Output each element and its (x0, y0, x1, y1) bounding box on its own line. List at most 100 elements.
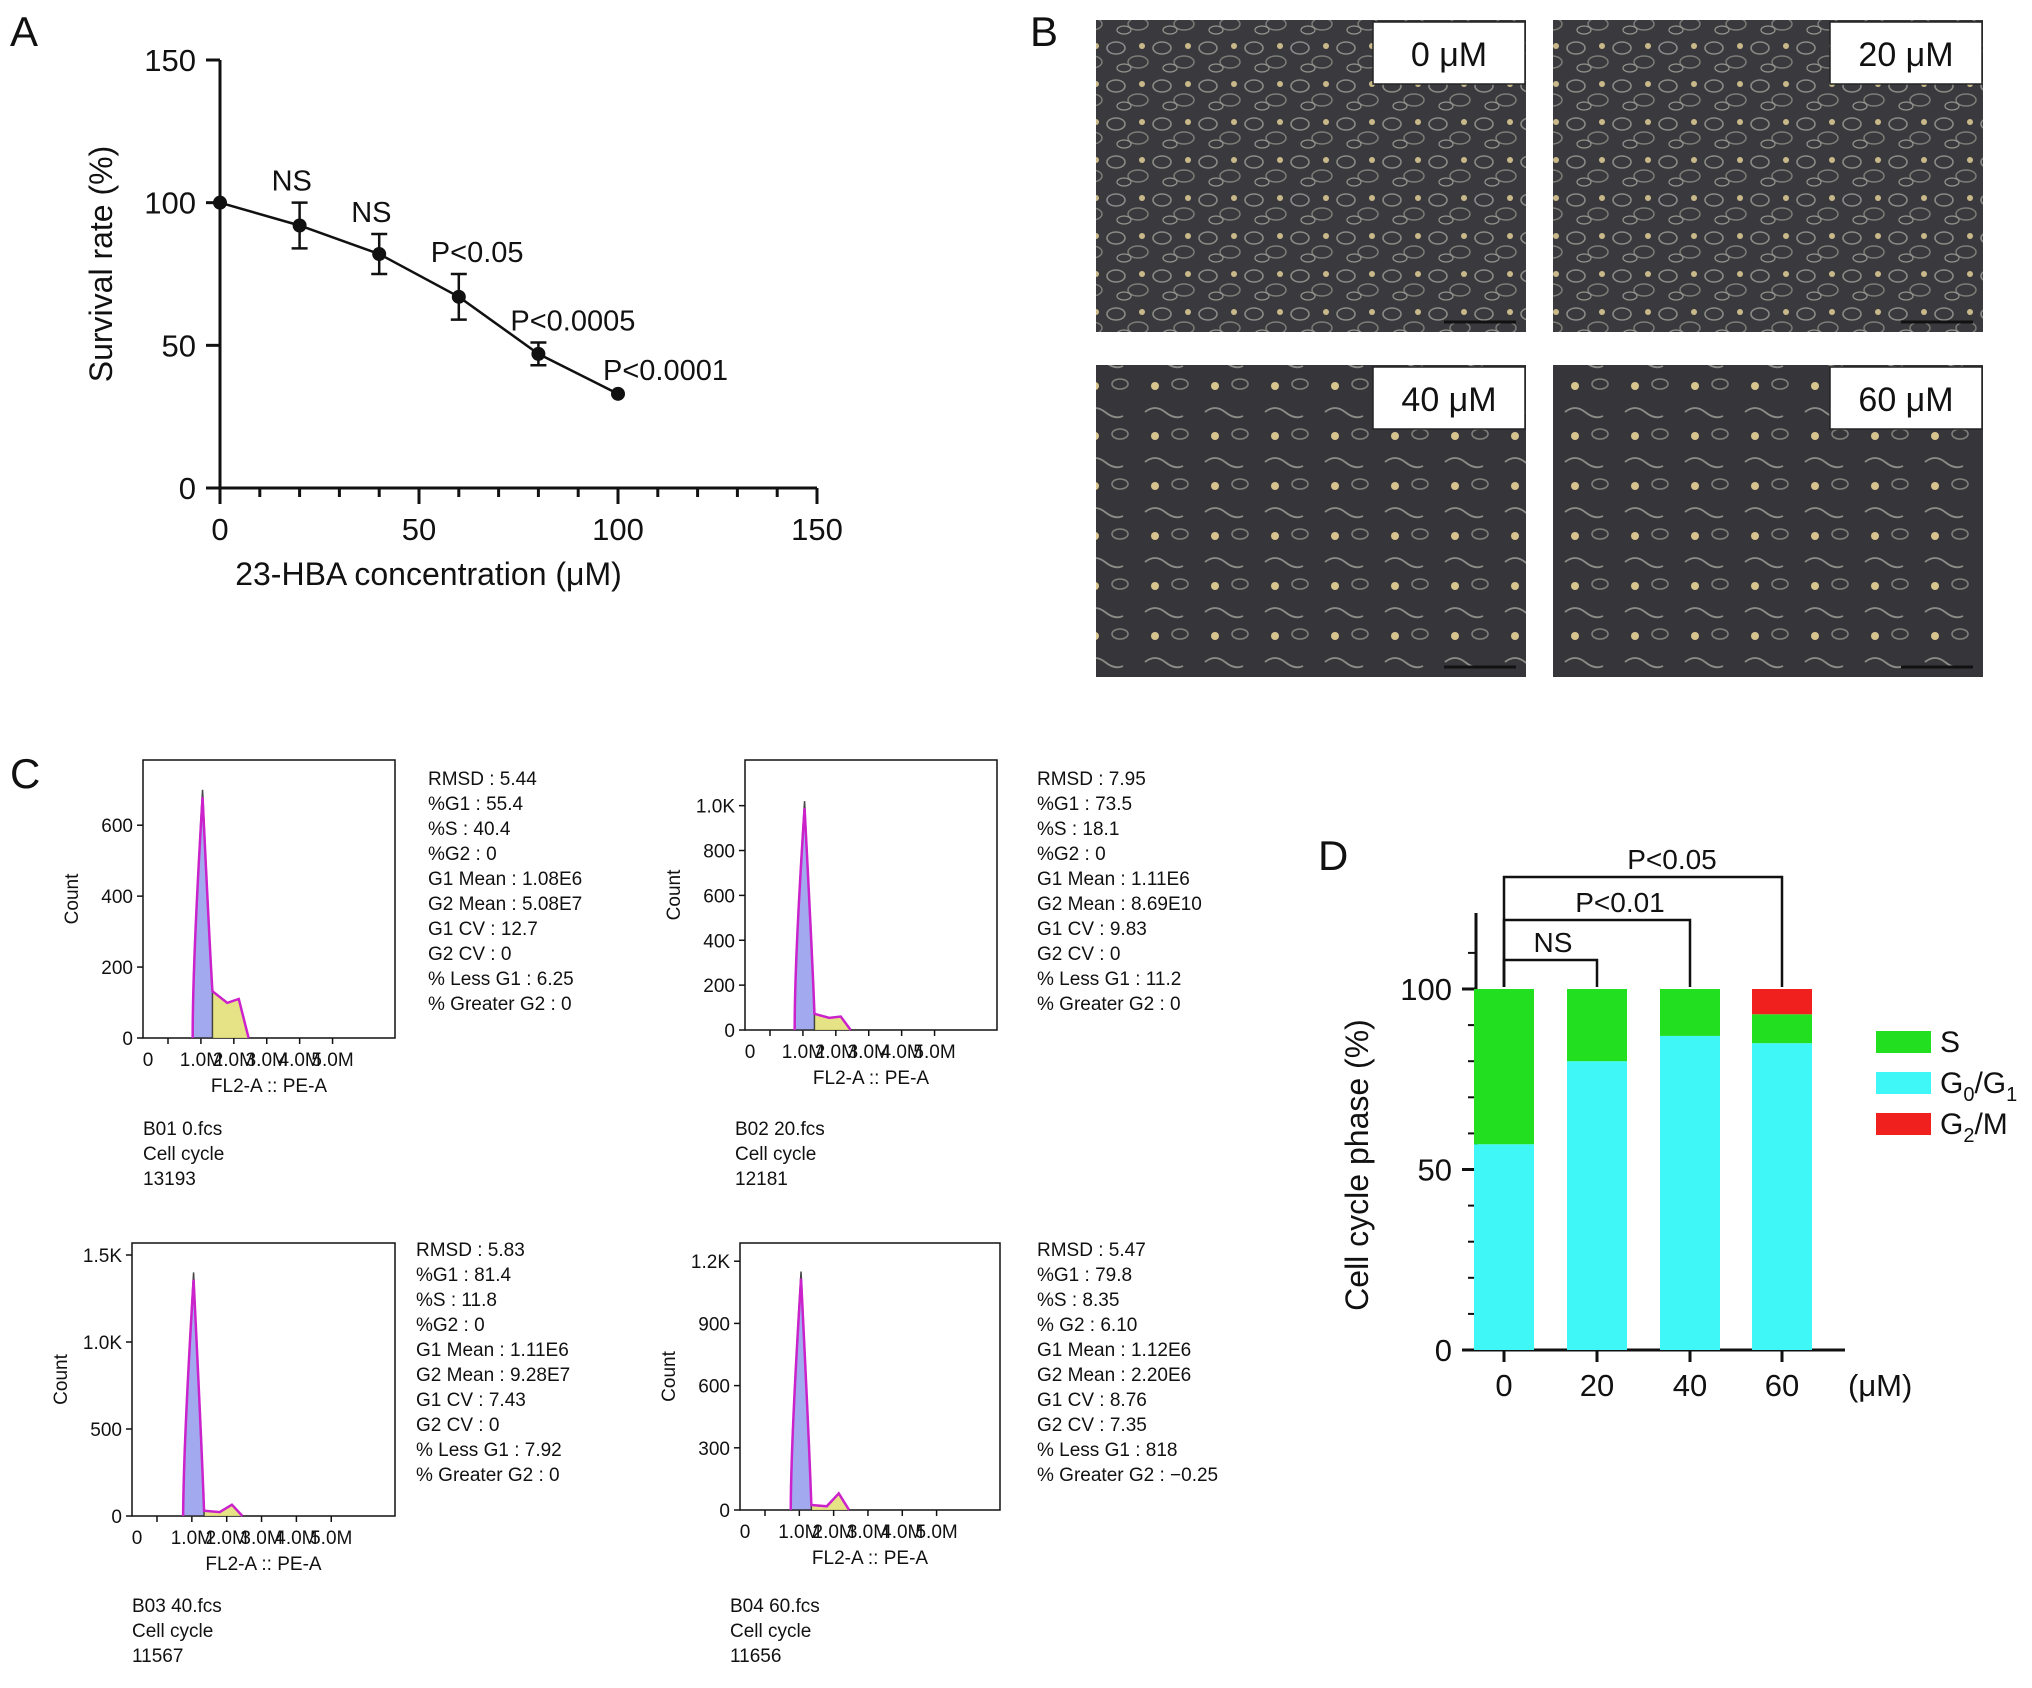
stat-line: %S : 18.1 (1037, 819, 1119, 840)
x-tick-label: 2.0M (206, 1528, 248, 1549)
file-info-line: Cell cycle (143, 1144, 224, 1165)
x-tick-label: 20 (1580, 1368, 1614, 1403)
y-tick-label: 1.0K (83, 1333, 122, 1354)
stat-line: G2 Mean : 9.28E7 (416, 1365, 570, 1386)
fit-outline (793, 807, 852, 1031)
legend-label-s: S (1940, 1026, 1960, 1059)
y-tick-label: 0 (724, 1021, 735, 1042)
significance-bracket (1502, 875, 1784, 987)
stat-line: %G1 : 79.8 (1037, 1265, 1132, 1286)
stat-line: % Less G1 : 6.25 (428, 969, 574, 990)
stat-line: G2 CV : 0 (1037, 944, 1120, 965)
stat-line: RMSD : 5.44 (428, 769, 537, 790)
y-tick-label: 1.5K (83, 1246, 122, 1267)
bar-segment-s (1660, 989, 1720, 1036)
stat-line: %G1 : 73.5 (1037, 794, 1132, 815)
significance-label: P<0.05 (431, 237, 524, 269)
file-info-line: 13193 (143, 1169, 196, 1190)
file-info-line: 12181 (735, 1169, 788, 1190)
file-info-line: 11656 (730, 1646, 781, 1667)
significance-label: P<0.0005 (510, 305, 635, 337)
x-tick-label: 100 (592, 512, 644, 547)
stat-line: G1 CV : 7.43 (416, 1390, 526, 1411)
legend-swatch-g2m (1876, 1113, 1931, 1135)
stat-line: % Less G1 : 818 (1037, 1440, 1177, 1461)
x-axis-title: FL2-A :: PE-A (211, 1076, 327, 1097)
legend-swatch-g0g1 (1876, 1072, 1931, 1094)
significance-label: NS (272, 166, 312, 198)
x-tick-label: 3.0M (847, 1522, 889, 1543)
stat-line: G1 CV : 8.76 (1037, 1390, 1147, 1411)
y-axis-title: Count (664, 869, 685, 920)
y-tick-label: 300 (698, 1439, 730, 1460)
y-axis-title: Survival rate (%) (83, 146, 119, 383)
x-tick-label: 5.0M (310, 1528, 352, 1549)
fit-outline (789, 1278, 851, 1511)
stat-line: G1 Mean : 1.08E6 (428, 869, 582, 890)
stat-line: % G2 : 6.10 (1037, 1315, 1137, 1336)
stat-line: G1 Mean : 1.11E6 (416, 1340, 569, 1361)
x-tick-label: 0 (740, 1522, 751, 1543)
stat-line: G2 CV : 0 (428, 944, 511, 965)
stat-line: %S : 11.8 (416, 1290, 497, 1311)
stat-line: % Greater G2 : 0 (416, 1465, 560, 1486)
bar-segment-g2m (1752, 989, 1812, 1015)
bar-segment-s (1474, 989, 1534, 1145)
y-tick-label: 600 (703, 886, 735, 907)
stat-line: RMSD : 5.47 (1037, 1240, 1146, 1261)
x-tick-label: 40 (1673, 1368, 1707, 1403)
legend-label-g2m: G2/M (1940, 1108, 2008, 1147)
bar-segment-g0g1 (1567, 1061, 1627, 1350)
x-tick-label: 0 (143, 1050, 154, 1071)
x-tick-label: 2.0M (213, 1050, 255, 1071)
data-point (292, 218, 307, 233)
y-tick-label: 0 (179, 471, 196, 506)
y-tick-label: 100 (144, 186, 196, 221)
x-tick-label: 3.0M (848, 1042, 890, 1063)
stat-line: G1 Mean : 1.11E6 (1037, 869, 1190, 890)
legend-label-part: 1 (2006, 1084, 2017, 1106)
y-tick-label: 1.0K (696, 797, 735, 818)
x-tick-label: 60 (1765, 1368, 1799, 1403)
y-tick-label: 0 (122, 1029, 133, 1050)
x-tick-label: 0 (745, 1042, 756, 1063)
legend-label-part: G (1940, 1108, 1963, 1141)
y-tick-label: 200 (703, 976, 735, 997)
y-tick-label: 0 (111, 1507, 122, 1528)
x-tick-label: 4.0M (275, 1528, 317, 1549)
survival-line-chart: 0 50 100 150 0 50 100 150 23-HBA concentration (… (83, 43, 843, 592)
file-info-line: B01 0.fcs (143, 1119, 222, 1140)
x-tick-label: 5.0M (915, 1522, 957, 1543)
x-axis-title: FL2-A :: PE-A (205, 1554, 321, 1575)
x-tick-label: 5.0M (311, 1050, 353, 1071)
legend-label-part: 0 (1963, 1084, 1974, 1106)
stat-line: % Greater G2 : 0 (1037, 994, 1181, 1015)
histogram-frame (744, 759, 998, 1031)
panel-label-c: C (10, 750, 40, 797)
y-tick-label: 100 (1400, 972, 1452, 1007)
stat-line: RMSD : 5.83 (416, 1240, 525, 1261)
data-point (213, 195, 227, 210)
y-tick-label: 600 (698, 1377, 730, 1398)
histogram-panel: 0 500 1.0K 1.5K 0 1.0M2.0M3.0M4.0M5.0M FL2-A :… (51, 1240, 570, 1667)
micrograph-panel: 0 μM 20 μM 40 μM 60 μM (1096, 20, 1983, 677)
y-axis-title: Cell cycle phase (%) (1339, 1019, 1375, 1311)
stat-line: G2 CV : 0 (416, 1415, 499, 1436)
y-tick-label: 400 (101, 887, 133, 908)
y-tick-label: 50 (1418, 1153, 1452, 1188)
micrograph-label-box-0 (1372, 21, 1526, 85)
legend-label-part: G (1940, 1067, 1963, 1100)
panel-label-d: D (1318, 832, 1348, 879)
x-tick-label: 3.0M (246, 1050, 288, 1071)
significance-label: NS (351, 197, 391, 229)
bar-segment-s (1567, 989, 1627, 1062)
x-tick-label: 0 (211, 512, 228, 547)
significance-label: NS (1534, 927, 1573, 958)
x-tick-label: 4.0M (279, 1050, 321, 1071)
legend-label-part: /G (1974, 1067, 2006, 1100)
y-axis-title: Count (51, 1353, 72, 1404)
legend-label-part: /M (1974, 1108, 2007, 1141)
stat-line: G1 CV : 9.83 (1037, 919, 1147, 940)
